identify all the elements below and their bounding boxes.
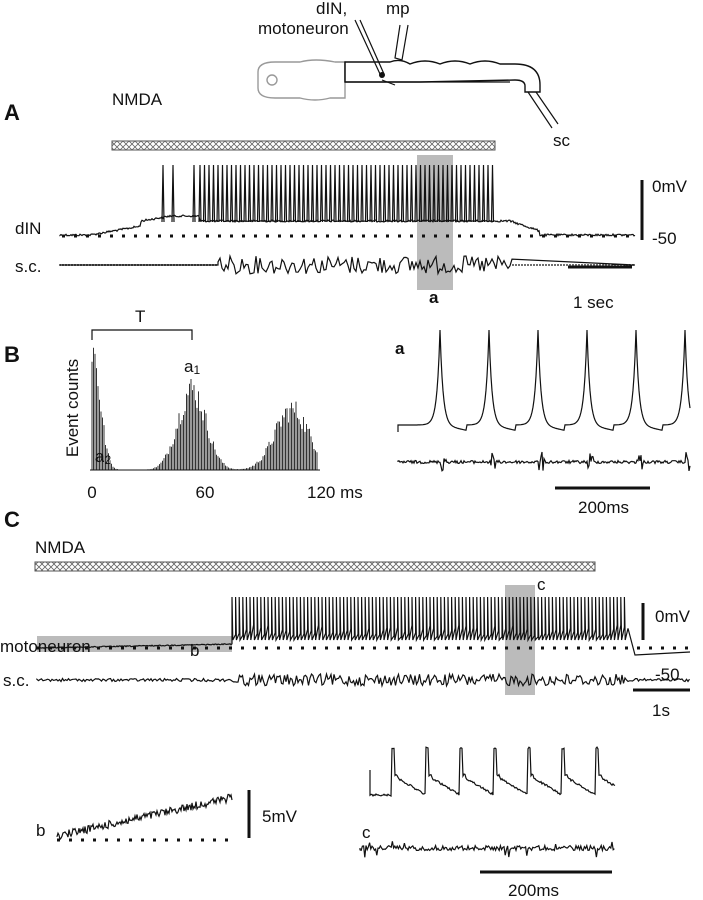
drug-bar bbox=[111, 140, 496, 151]
period-bracket bbox=[91, 329, 193, 340]
inset-label: b bbox=[36, 821, 45, 840]
trace-label: s.c. bbox=[3, 671, 29, 690]
drug-label: NMDA bbox=[35, 538, 86, 557]
trace-label: s.c. bbox=[15, 257, 41, 276]
trace bbox=[36, 671, 690, 689]
schematic: dIN, motoneuron mp sc bbox=[257, 0, 571, 150]
peak-label: a bbox=[184, 357, 194, 376]
inset-label: c bbox=[362, 823, 371, 842]
schematic-label: mp bbox=[386, 0, 410, 18]
peak-sub: 2 bbox=[104, 453, 111, 467]
scale-label: 5mV bbox=[262, 807, 298, 826]
x-tick-label: 60 bbox=[196, 483, 215, 502]
window-label: b bbox=[190, 641, 199, 660]
trace bbox=[59, 164, 636, 238]
schematic-label: sc bbox=[553, 131, 571, 150]
peak-label: a bbox=[95, 447, 105, 466]
x-tick-label: 120 ms bbox=[307, 483, 363, 502]
window-label: a bbox=[429, 288, 439, 307]
trace bbox=[397, 329, 691, 432]
trace bbox=[59, 253, 636, 276]
panel-letter: C bbox=[4, 507, 20, 532]
trace bbox=[397, 451, 691, 472]
period-label: T bbox=[135, 307, 145, 326]
scale-label: -50 bbox=[655, 665, 680, 684]
scale-label: -50 bbox=[652, 229, 677, 248]
peak-sub: 1 bbox=[193, 363, 200, 377]
y-axis-label: Event counts bbox=[63, 359, 82, 457]
schematic-label: motoneuron bbox=[258, 19, 349, 38]
trace bbox=[56, 793, 233, 841]
drug-bar bbox=[34, 561, 596, 572]
scale-label: 1s bbox=[652, 701, 670, 720]
trace-label: motoneuron bbox=[0, 637, 91, 656]
trace bbox=[36, 596, 691, 656]
trace bbox=[359, 841, 615, 858]
scale-label: 0mV bbox=[652, 177, 688, 196]
inset-label: a bbox=[395, 339, 405, 358]
scale-label: 200ms bbox=[508, 881, 559, 900]
x-tick-label: 0 bbox=[87, 483, 96, 502]
scale-label: 0mV bbox=[655, 607, 691, 626]
scale-label: 1 sec bbox=[573, 293, 614, 312]
peak-label: a1 bbox=[184, 357, 200, 377]
drug-label: NMDA bbox=[112, 90, 163, 109]
panel-letter: B bbox=[4, 342, 20, 367]
trace-label: dIN bbox=[15, 219, 41, 238]
peak-label: a2 bbox=[95, 447, 111, 467]
schematic-label: dIN, bbox=[316, 0, 347, 18]
trace bbox=[369, 746, 616, 797]
histogram bbox=[91, 347, 318, 470]
panel-letter: A bbox=[4, 100, 20, 125]
window-label: c bbox=[537, 575, 546, 594]
scale-label: 200ms bbox=[578, 498, 629, 517]
